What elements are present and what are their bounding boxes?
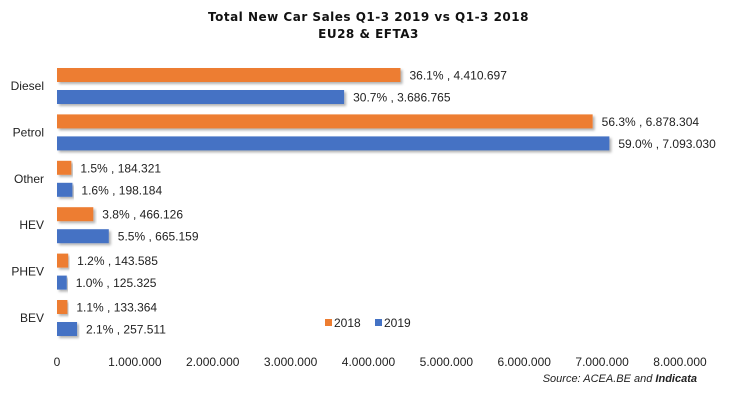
- data-label-2018-petrol: 56.3% , 6.878.304: [602, 115, 700, 129]
- chart-title: Total New Car Sales Q1-3 2019 vs Q1-3 20…: [208, 10, 529, 24]
- bar-2018-petrol: [57, 114, 593, 129]
- source-brand: Indicata: [655, 373, 697, 385]
- bar-2019-bev: [57, 322, 78, 336]
- x-tick-label: 4.000.000: [342, 355, 396, 369]
- x-tick-label: 0: [54, 355, 61, 369]
- x-tick-label: 2.000.000: [186, 355, 240, 369]
- data-label-2018-other: 1.5% , 184.321: [80, 161, 161, 175]
- source-note: Source: ACEA.BE and Indicata: [543, 373, 697, 385]
- x-tick-label: 3.000.000: [264, 355, 318, 369]
- category-label-diesel: Diesel: [11, 79, 44, 93]
- bar-2018-phev: [57, 253, 69, 268]
- data-label-2019-phev: 1.0% , 125.325: [76, 276, 157, 290]
- chart-subtitle: EU28 & EFTA3: [318, 27, 419, 41]
- bar-2019-hev: [57, 229, 109, 244]
- x-tick-label: 6.000.000: [498, 355, 552, 369]
- bar-2018-bev: [57, 300, 68, 314]
- bar-2018-hev: [57, 207, 94, 222]
- bar-2019-other: [57, 182, 73, 197]
- legend-label-2018: 2018: [334, 316, 361, 330]
- data-label-2019-other: 1.6% , 198.184: [81, 183, 162, 197]
- category-label-other: Other: [14, 172, 44, 186]
- x-tick-label: 1.000.000: [108, 355, 162, 369]
- data-label-2019-petrol: 59.0% , 7.093.030: [618, 137, 716, 151]
- data-label-2018-diesel: 36.1% , 4.410.697: [409, 69, 507, 83]
- bar-2019-petrol: [57, 136, 610, 151]
- x-tick-label: 5.000.000: [420, 355, 474, 369]
- bar-2018-diesel: [57, 68, 401, 82]
- legend-swatch-2019: [375, 319, 382, 326]
- data-label-2018-phev: 1.2% , 143.585: [77, 254, 158, 268]
- legend-swatch-2018: [325, 319, 332, 326]
- legend-label-2019: 2019: [384, 316, 411, 330]
- bar-2019-phev: [57, 275, 67, 290]
- data-label-2019-bev: 2.1% , 257.511: [86, 323, 166, 337]
- data-label-2018-hev: 3.8% , 466.126: [102, 208, 183, 222]
- category-label-phev: PHEV: [11, 265, 44, 279]
- bar-2018-other: [57, 160, 72, 175]
- data-label-2019-diesel: 30.7% , 3.686.765: [353, 91, 451, 105]
- category-label-bev: BEV: [20, 311, 44, 325]
- x-tick-label: 7.000.000: [575, 355, 629, 369]
- x-tick-label: 8.000.000: [653, 355, 707, 369]
- bar-2019-diesel: [57, 90, 345, 104]
- data-label-2018-bev: 1.1% , 133.364: [76, 301, 157, 315]
- category-label-hev: HEV: [19, 218, 44, 232]
- data-label-2019-hev: 5.5% , 665.159: [118, 230, 199, 244]
- source-text: Source: ACEA.BE and: [542, 373, 656, 385]
- category-label-petrol: Petrol: [13, 125, 44, 139]
